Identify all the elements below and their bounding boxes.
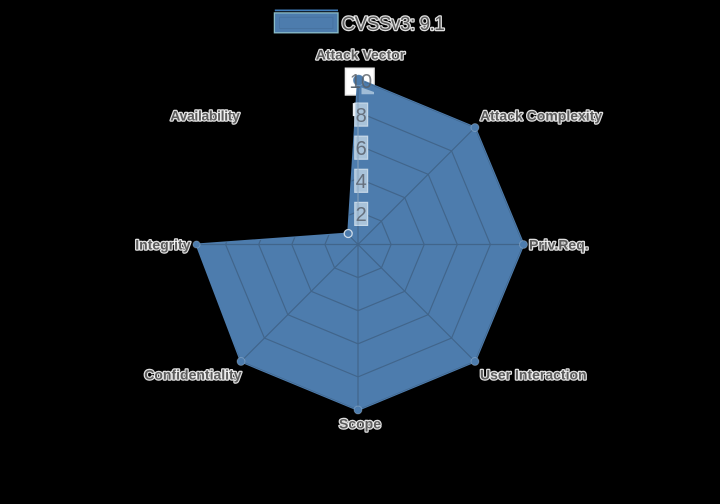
svg-text:6: 6 [356,138,367,160]
svg-text:Availability: Availability [170,107,240,123]
svg-text:Integrity: Integrity [135,236,190,252]
svg-text:User Interaction: User Interaction [480,366,587,382]
svg-text:Confidentiality: Confidentiality [144,366,241,382]
svg-text:10: 10 [350,71,372,93]
svg-text:Attack Complexity: Attack Complexity [480,107,602,123]
svg-text:Priv.Req.: Priv.Req. [529,236,589,252]
svg-text:Scope: Scope [339,416,381,432]
svg-text:CVSSv3: 9.1: CVSSv3: 9.1 [342,14,445,35]
svg-text:8: 8 [356,105,367,127]
svg-text:2: 2 [356,204,367,226]
svg-text:Attack Vector: Attack Vector [316,47,406,63]
svg-text:4: 4 [356,171,367,193]
